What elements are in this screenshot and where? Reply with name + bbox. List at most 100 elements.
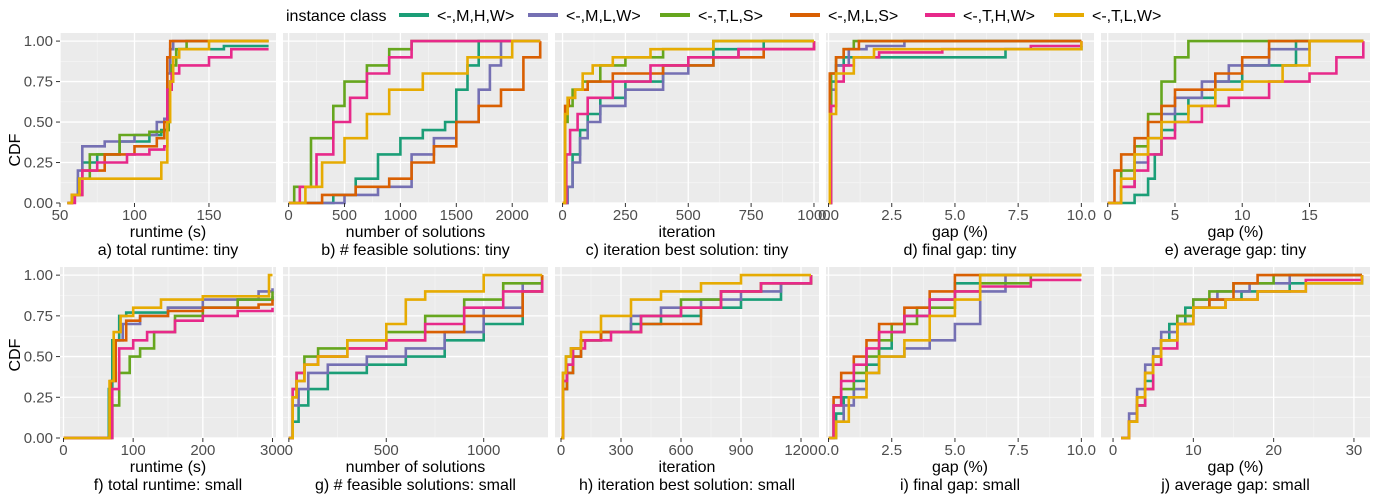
panel-caption: e) average gap: tiny [1165, 242, 1306, 259]
x-tick-label: 300 [260, 442, 285, 459]
legend-item: <-,M,L,S> [790, 8, 898, 25]
x-tick-label: 500 [332, 207, 357, 224]
series-line [288, 275, 544, 440]
x-tick-label: 750 [739, 207, 764, 224]
x-tick-label: 2.5 [881, 207, 902, 224]
legend-label: <-,T,L,S> [698, 8, 763, 25]
x-tick-label: 1000 [384, 207, 417, 224]
x-tick-label: 1200 [784, 442, 817, 459]
x-tick-label: 20 [1265, 442, 1282, 459]
x-tick-label: 10 [1234, 207, 1251, 224]
legend-item: <-,M,L,W> [528, 8, 641, 25]
y-tick-label: 0.75 [24, 308, 53, 325]
y-tick-label: 0.00 [24, 430, 53, 447]
series-line [67, 39, 269, 205]
x-tick-label: 2.5 [881, 442, 902, 459]
series-line [1107, 39, 1364, 205]
x-axis-label: gap (%) [1207, 459, 1263, 476]
x-axis-label: number of solutions [346, 459, 486, 476]
panel-e: 0 5 10 15 gap (%)e) average gap: tiny [1101, 33, 1370, 259]
series-line [561, 275, 813, 440]
x-axis-label: iteration [659, 459, 716, 476]
series-line [288, 273, 543, 440]
panel-caption: i) final gap: small [900, 477, 1020, 494]
series-line [562, 41, 816, 205]
x-tick-label: 10 [1185, 442, 1202, 459]
x-tick-label: 7.5 [1008, 207, 1029, 224]
x-tick-label: 600 [668, 442, 693, 459]
series-line [1121, 275, 1364, 440]
x-tick-label: 0 [1109, 442, 1117, 459]
y-tick-label: 1.00 [24, 33, 53, 50]
y-tick-label: 0.25 [24, 155, 53, 172]
panel-i: 0.0 2.5 5.0 7.5 10.0 gap (%)i) final gap: sma… [818, 267, 1096, 494]
x-axis-label: gap (%) [1207, 224, 1263, 241]
series-line [828, 41, 1083, 205]
x-tick-label: 900 [728, 442, 753, 459]
series-line [63, 307, 274, 440]
series-line [1107, 39, 1364, 205]
x-tick-label: 2000 [496, 207, 529, 224]
legend-item: <-,T,L,S> [660, 8, 763, 25]
panel-d: 0.0 2.5 5.0 7.5 10.0 gap (%)d) final gap: tin… [818, 33, 1096, 259]
y-tick-label: 0.50 [24, 114, 53, 131]
panel-caption: j) average gap: small [1160, 477, 1310, 494]
y-tick-label: 0.00 [24, 195, 53, 212]
x-tick-label: 0 [557, 442, 565, 459]
series-line [63, 273, 273, 440]
x-tick-label: 7.5 [1008, 442, 1029, 459]
legend-label: <-,M,L,W> [566, 8, 641, 25]
x-axis-label: runtime (s) [130, 224, 206, 241]
x-tick-label: 10.0 [1067, 442, 1096, 459]
x-tick-label: 1500 [440, 207, 473, 224]
x-tick-label: 0 [59, 442, 67, 459]
x-axis-label: runtime (s) [130, 459, 206, 476]
series-line [561, 273, 811, 440]
x-tick-label: 0 [285, 442, 293, 459]
series-line [562, 39, 814, 205]
x-tick-label: 0 [1104, 207, 1112, 224]
legend-label: <-,M,H,W> [437, 8, 514, 25]
x-tick-label: 5.0 [945, 207, 966, 224]
x-tick-label: 0 [558, 207, 566, 224]
y-tick-label: 0.25 [24, 389, 53, 406]
series-line [63, 299, 274, 440]
series-line [288, 41, 542, 205]
x-tick-label: 1000 [467, 442, 500, 459]
legend-item: <-,M,H,W> [399, 8, 514, 25]
x-tick-label: 150 [196, 207, 221, 224]
x-tick-label: 30 [1346, 442, 1363, 459]
x-tick-label: 1000 [797, 207, 830, 224]
x-axis-label: gap (%) [932, 459, 988, 476]
x-tick-label: 15 [1301, 207, 1318, 224]
panel-caption: g) # feasible solutions: small [315, 477, 516, 494]
x-tick-label: 0 [284, 207, 292, 224]
legend-label: <-,T,H,W> [963, 8, 1035, 25]
series-line [67, 47, 269, 205]
legend-label: <-,M,L,S> [828, 8, 898, 25]
series-line [288, 39, 541, 205]
x-tick-label: 500 [676, 207, 701, 224]
panel-caption: d) final gap: tiny [904, 242, 1017, 259]
x-tick-label: 500 [374, 442, 399, 459]
panel-f: 0 100 200 300 0.00 0.25 0.50 0.75 1.00 runtime (s… [24, 267, 285, 494]
panel-caption: b) # feasible solutions: tiny [321, 242, 510, 259]
legend-item: <-,T,L,W> [1054, 8, 1161, 25]
x-tick-label: 100 [122, 207, 147, 224]
x-tick-label: 5.0 [945, 442, 966, 459]
x-tick-label: 10.0 [1067, 207, 1096, 224]
x-tick-label: 250 [613, 207, 638, 224]
y-tick-label: 0.75 [24, 74, 53, 91]
panel-caption: f) total runtime: small [94, 477, 242, 494]
y-axis-label-top: CDF [7, 133, 24, 166]
legend-item: <-,T,H,W> [925, 8, 1035, 25]
x-tick-label: 0.0 [818, 442, 839, 459]
x-axis-label: iteration [659, 224, 716, 241]
